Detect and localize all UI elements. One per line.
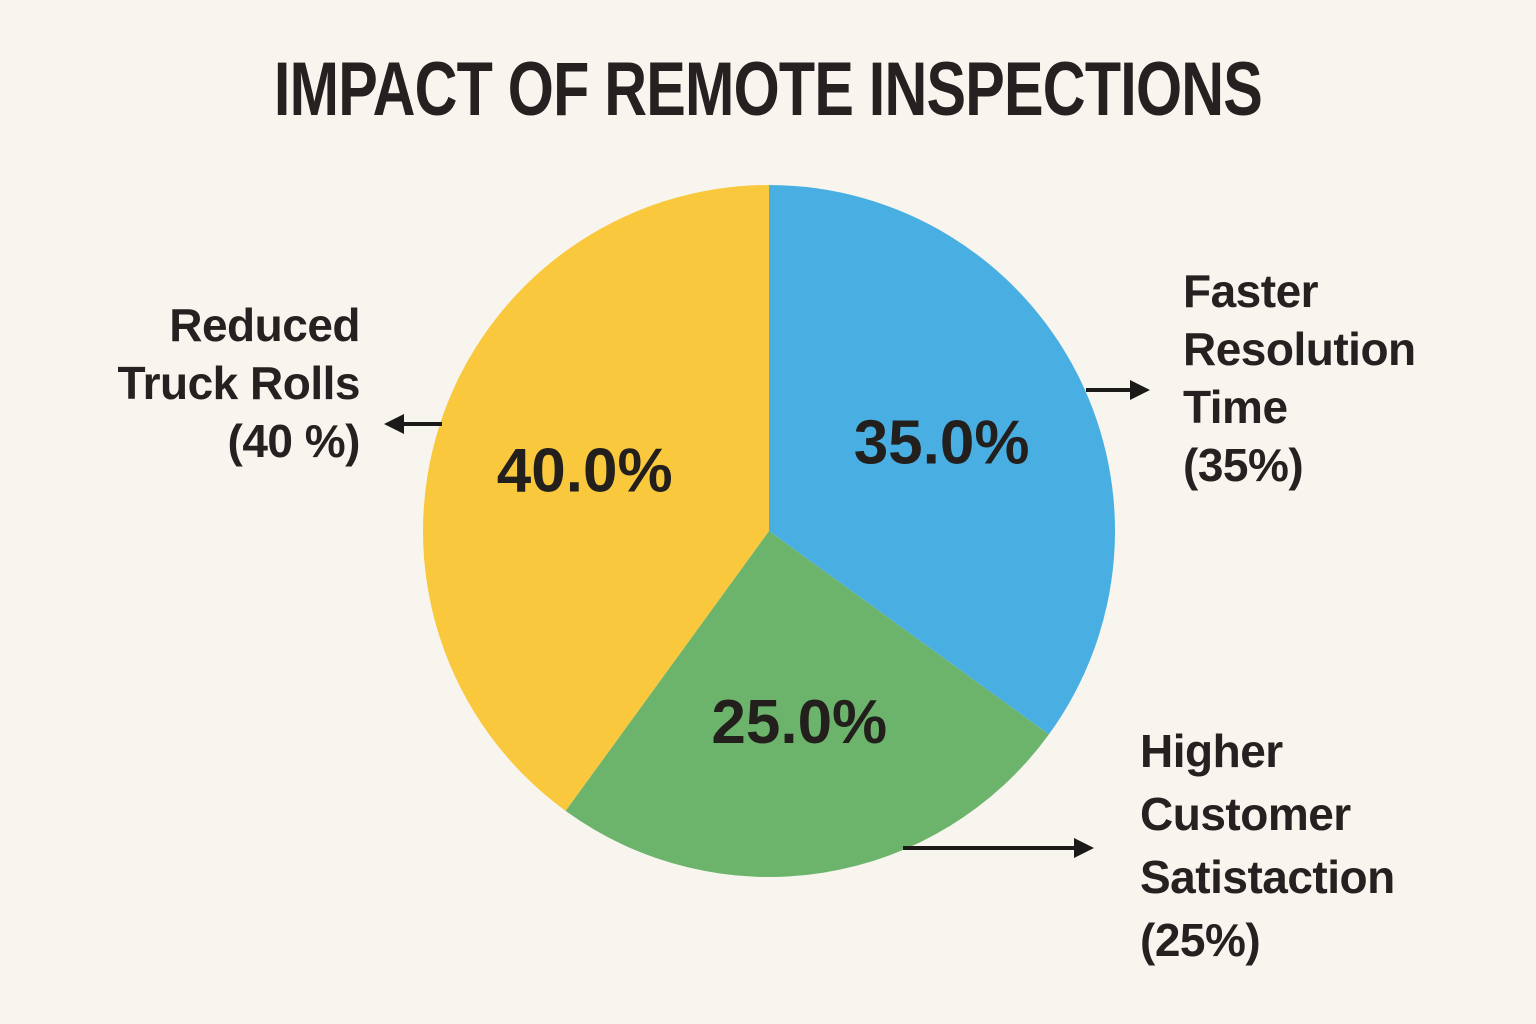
label-line: Reduced xyxy=(169,299,360,351)
label-line: Satistaction xyxy=(1140,851,1395,903)
pie-slice-reduced-truck-rolls xyxy=(423,185,769,811)
label-reduced-truck-rolls: Reduced Truck Rolls (40 %) xyxy=(117,296,361,470)
pie-slice-value-faster-resolution-time: 35.0% xyxy=(854,409,1030,478)
pie-slice-labels: 35.0% 25.0% 40.0% xyxy=(497,409,1030,757)
pie-slice-faster-resolution-time xyxy=(769,185,1115,735)
label-line: (25%) xyxy=(1140,914,1261,966)
label-line: Faster xyxy=(1183,265,1319,317)
pie-slice-value-higher-customer-satistaction: 25.0% xyxy=(711,688,887,757)
label-line: (40 %) xyxy=(227,415,361,467)
label-line: Resolution xyxy=(1183,323,1416,375)
callout-arrows xyxy=(384,380,1150,858)
label-line: Customer xyxy=(1140,788,1351,840)
pie-slices xyxy=(423,185,1115,877)
label-line: (35%) xyxy=(1183,439,1304,491)
pie-slice-higher-customer-satistaction xyxy=(565,531,1049,877)
label-line: Higher xyxy=(1140,725,1283,777)
pie-slice-value-reduced-truck-rolls: 40.0% xyxy=(497,437,673,506)
label-faster-resolution-time: Faster Resolution Time (35%) xyxy=(1183,262,1416,494)
label-line: Time xyxy=(1183,381,1288,433)
label-higher-customer-satistaction: Higher Customer Satistaction (25%) xyxy=(1140,720,1395,972)
chart-title: IMPACT OF REMOTE INSPECTIONS xyxy=(273,47,1263,132)
label-line: Truck Rolls xyxy=(117,357,361,409)
